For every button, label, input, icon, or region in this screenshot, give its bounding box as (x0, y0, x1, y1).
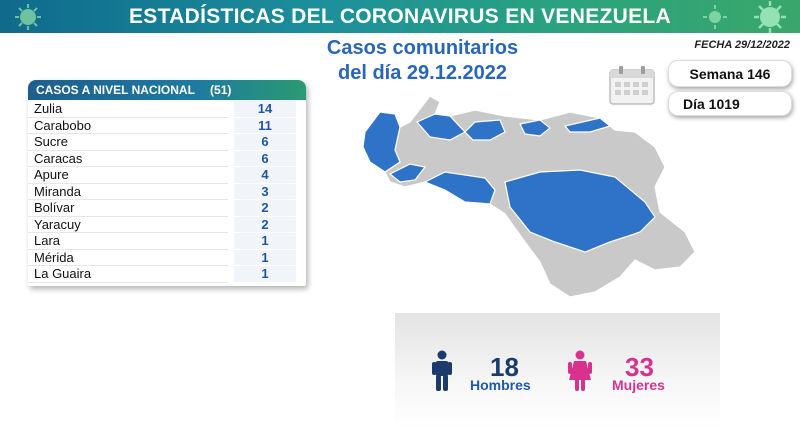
venezuela-map (362, 95, 696, 298)
table-header: CASOS A NIVEL NACIONAL (51) (28, 80, 306, 100)
state-cases: 6 (234, 134, 296, 151)
state-name: Lara (28, 233, 228, 250)
virus-icon (703, 5, 727, 29)
state-cases: 3 (234, 183, 296, 200)
subtitle-line-2: del día 29.12.2022 (337, 62, 507, 84)
virus-icon (754, 1, 786, 33)
men-label: Hombres (470, 377, 531, 393)
state-name: Carabobo (28, 118, 228, 134)
state-cases: 4 (234, 167, 296, 184)
table-row: Carabobo 11 (28, 117, 306, 134)
table-row: Apure 4 (28, 167, 306, 184)
table-row: La Guaira 1 (28, 266, 306, 283)
table-row: Mérida 1 (28, 249, 306, 266)
table-header-total: (51) (210, 83, 232, 97)
state-name: Caracas (28, 151, 228, 167)
state-cases: 2 (234, 200, 296, 217)
cases-table: CASOS A NIVEL NACIONAL (51) Zulia 14 Cara… (28, 80, 306, 286)
table-row: Zulia 14 (28, 101, 306, 118)
subtitle-line-1: Casos comunitarios (326, 37, 519, 59)
state-cases: 6 (234, 150, 296, 167)
map-state-carabobo (464, 119, 506, 141)
state-cases: 1 (234, 266, 296, 283)
table-body: Zulia 14 Carabobo 11 Sucre 6 Caracas 6 Apure… (28, 101, 306, 283)
map-state-miranda (519, 119, 551, 137)
table-row: Caracas 6 (28, 150, 306, 167)
table-row: Sucre 6 (28, 134, 306, 151)
header-banner (0, 0, 800, 33)
day-badge: Día 1019 (668, 91, 792, 116)
state-name: Zulia (28, 101, 228, 118)
virus-icon (15, 4, 41, 30)
map-state-merida (388, 163, 427, 183)
state-cases: 2 (234, 216, 296, 233)
state-cases: 14 (234, 101, 296, 118)
state-name: Apure (28, 167, 228, 184)
table-row: Bolívar 2 (28, 200, 306, 217)
women-count: 33 (625, 352, 654, 382)
table-header-label: CASOS A NIVEL NACIONAL (36, 83, 195, 97)
state-cases: 1 (234, 233, 296, 250)
woman-icon (568, 350, 592, 391)
map-state-zulia (362, 111, 401, 173)
table-row: Miranda 3 (28, 183, 306, 200)
report-subtitle: Casos comunitarios del día 29.12.2022 (290, 36, 555, 86)
map-state-bolivar (504, 169, 656, 253)
page-title: ESTADÍSTICAS DEL CORONAVIRUS EN VENEZUEL… (128, 5, 672, 28)
state-name: Bolívar (28, 200, 228, 217)
map-state-apure (423, 171, 496, 205)
state-name: La Guaira (28, 266, 228, 283)
table-row: Yaracuy 2 (28, 216, 306, 233)
women-label: Mujeres (612, 377, 665, 393)
state-name: Yaracuy (28, 217, 228, 233)
state-name: Sucre (28, 134, 228, 151)
calendar-icon (609, 66, 655, 105)
report-date: FECHA 29/12/2022 (694, 39, 790, 51)
map-state-sucre (563, 117, 612, 133)
table-row: Lara 1 (28, 233, 306, 250)
week-badge: Semana 146 (668, 60, 792, 87)
state-cases: 11 (234, 117, 296, 134)
state-name: Mérida (28, 250, 228, 266)
men-count: 18 (490, 352, 519, 382)
state-cases: 1 (234, 249, 296, 266)
man-icon (432, 350, 452, 391)
state-name: Miranda (28, 184, 228, 200)
